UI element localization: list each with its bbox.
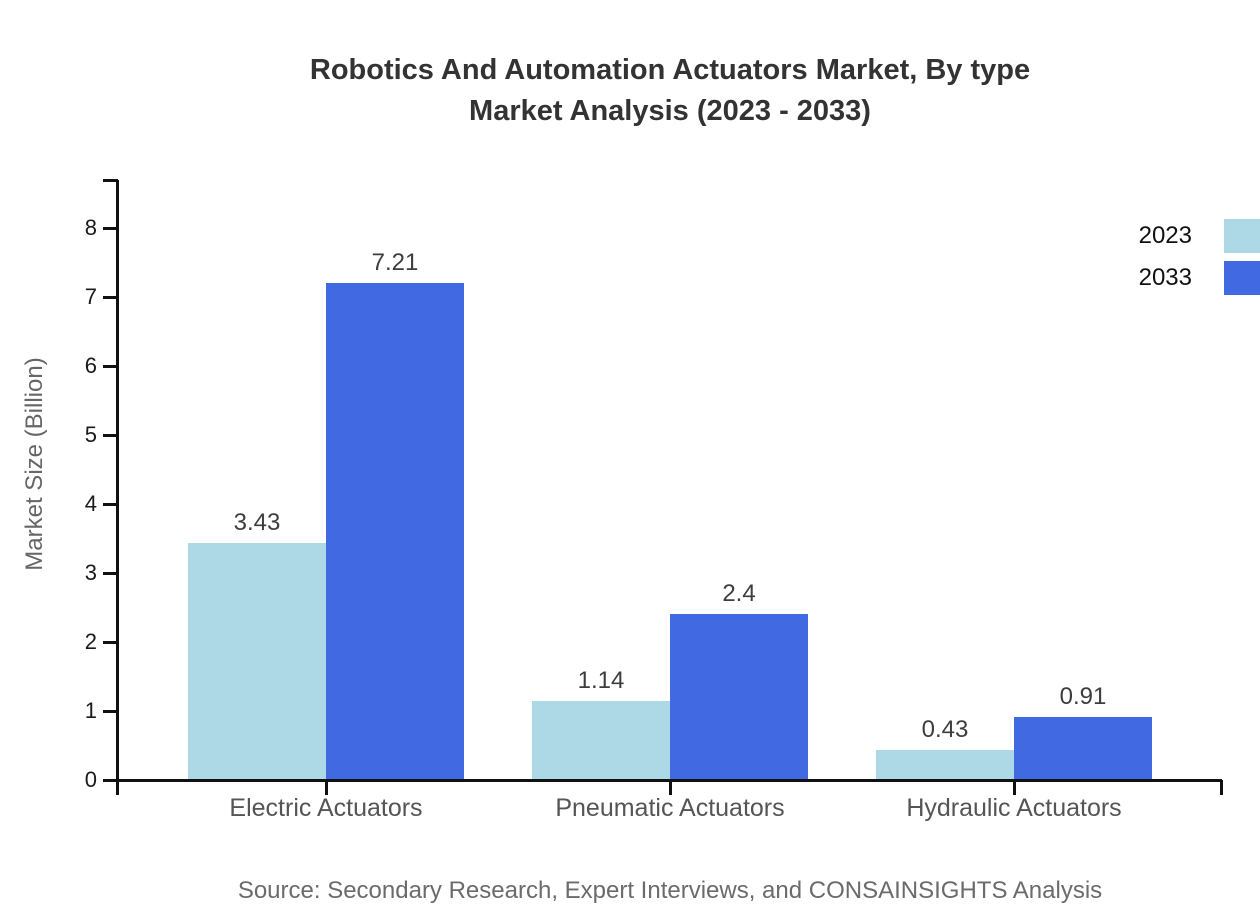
y-tick-label-5: 5 bbox=[84, 422, 97, 447]
y-tick-label-1: 1 bbox=[84, 698, 97, 723]
category-label-electric-actuators: Electric Actuators bbox=[229, 794, 423, 822]
x-tick-pneumatic-actuators bbox=[669, 780, 672, 795]
legend-label-2023: 2023 bbox=[1138, 222, 1192, 249]
bar-2033-electric-actuators bbox=[326, 283, 464, 780]
y-tick-label-7: 7 bbox=[84, 284, 97, 309]
y-tick-label-6: 6 bbox=[84, 353, 97, 378]
x-tick-hydraulic-actuators bbox=[1013, 780, 1016, 795]
x-tick-electric-actuators bbox=[325, 780, 328, 795]
chart-title: Robotics And Automation Actuators Market… bbox=[118, 50, 1222, 132]
value-label-2033-electric-actuators: 7.21 bbox=[371, 249, 419, 276]
legend-swatch-2023 bbox=[1224, 219, 1260, 253]
y-tick-label-8: 8 bbox=[84, 215, 97, 240]
y-tick-3 bbox=[103, 572, 118, 575]
y-tick-1 bbox=[103, 710, 118, 713]
legend-swatch-2033 bbox=[1224, 261, 1260, 295]
legend: 2023 2033 bbox=[1139, 219, 1260, 303]
value-label-2033-hydraulic-actuators: 0.91 bbox=[1059, 683, 1107, 710]
bar-2033-pneumatic-actuators bbox=[670, 614, 808, 780]
y-tick-7 bbox=[103, 296, 118, 299]
y-tick-label-2: 2 bbox=[84, 629, 97, 654]
category-label-pneumatic-actuators: Pneumatic Actuators bbox=[555, 794, 785, 822]
y-tick-5 bbox=[103, 434, 118, 437]
bar-2023-electric-actuators bbox=[188, 543, 326, 780]
y-axis-title: Market Size (Billion) bbox=[21, 357, 48, 571]
legend-item-2033: 2033 bbox=[1139, 261, 1260, 295]
y-tick-4 bbox=[103, 503, 118, 506]
y-axis-end-tick bbox=[103, 179, 118, 182]
y-axis-line bbox=[116, 180, 119, 795]
value-label-2023-pneumatic-actuators: 1.14 bbox=[577, 667, 625, 694]
y-tick-label-3: 3 bbox=[84, 560, 97, 585]
y-tick-6 bbox=[103, 365, 118, 368]
bar-2023-pneumatic-actuators bbox=[532, 701, 670, 780]
y-tick-label-4: 4 bbox=[84, 491, 97, 516]
y-tick-2 bbox=[103, 641, 118, 644]
source-note: Source: Secondary Research, Expert Inter… bbox=[237, 877, 1103, 904]
y-tick-label-0: 0 bbox=[84, 767, 97, 792]
x-axis-end-tick bbox=[1220, 780, 1223, 795]
category-label-hydraulic-actuators: Hydraulic Actuators bbox=[906, 794, 1122, 822]
x-axis-line bbox=[103, 779, 1222, 782]
chart-title-line1: Robotics And Automation Actuators Market… bbox=[309, 54, 1031, 86]
y-tick-8 bbox=[103, 227, 118, 230]
value-label-2033-pneumatic-actuators: 2.4 bbox=[722, 580, 756, 607]
legend-item-2023: 2023 bbox=[1139, 219, 1260, 253]
chart-title-line2: Market Analysis (2023 - 2033) bbox=[469, 95, 871, 127]
bar-2033-hydraulic-actuators bbox=[1014, 717, 1152, 780]
value-label-2023-hydraulic-actuators: 0.43 bbox=[921, 716, 969, 743]
legend-label-2033: 2033 bbox=[1138, 264, 1192, 291]
bar-2023-hydraulic-actuators bbox=[876, 750, 1014, 780]
value-label-2023-electric-actuators: 3.43 bbox=[233, 509, 281, 536]
